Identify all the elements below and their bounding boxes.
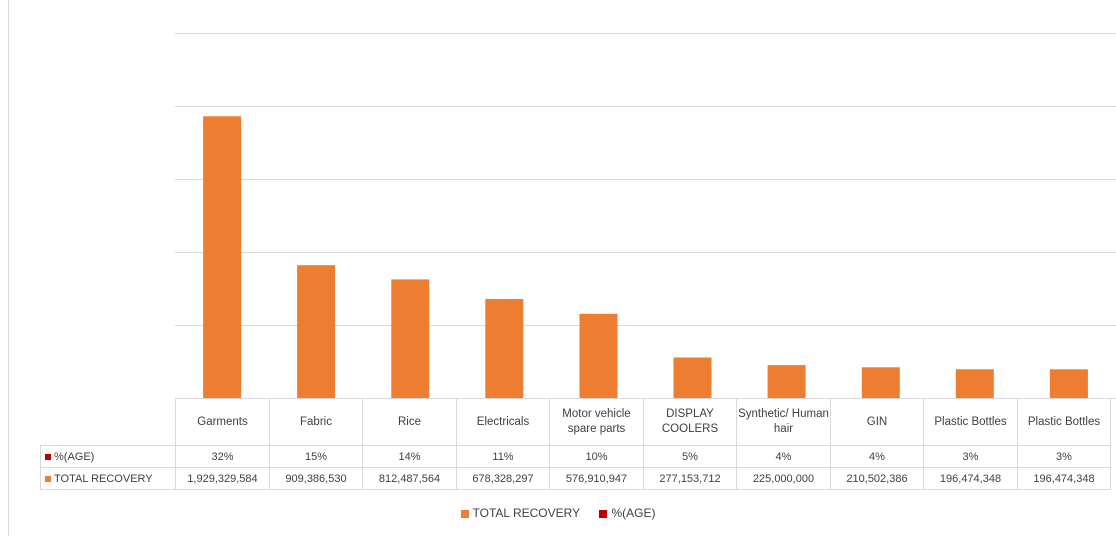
category-label: Plastic Bottles (923, 398, 1018, 446)
bar-total-recovery (297, 265, 336, 398)
table-cell: 210,502,386 (830, 467, 924, 490)
data-table: Garments Fabric Rice Electricals Motor v… (40, 398, 1111, 490)
category-label: Rice (362, 398, 457, 446)
bar-total-recovery (1049, 369, 1088, 398)
row-label-percentage: %(AGE) (40, 445, 176, 468)
bar-total-recovery (861, 367, 900, 398)
category-label: GIN (830, 398, 924, 446)
row-label-text: %(AGE) (54, 450, 95, 463)
legend-swatch (599, 509, 608, 518)
table-row-percentage: %(AGE) 32% 15% 14% 11% 10% 5% 4% 4% 3% 3… (40, 445, 1111, 468)
table-cell: 225,000,000 (736, 467, 831, 490)
category-label: Motor vehicle spare parts (549, 398, 644, 446)
legend-label: %(AGE) (611, 506, 656, 520)
percentage-swatch (45, 453, 51, 460)
category-label: DISPLAY COOLERS (643, 398, 737, 446)
chart-legend: TOTAL RECOVERY %(AGE) (0, 506, 1116, 520)
table-cell: 812,487,564 (362, 467, 457, 490)
legend-swatch (460, 509, 469, 518)
row-label-text: TOTAL RECOVERY (54, 472, 153, 485)
table-cell: 678,328,297 (456, 467, 550, 490)
bar-total-recovery (767, 365, 806, 398)
table-header-row: Garments Fabric Rice Electricals Motor v… (40, 398, 1111, 446)
total-recovery-swatch (45, 475, 51, 482)
table-cell: 5% (643, 445, 737, 468)
table-cell: 4% (830, 445, 924, 468)
table-cell: 576,910,947 (549, 467, 644, 490)
table-cell: 196,474,348 (1017, 467, 1111, 490)
bar-total-recovery (955, 369, 994, 398)
legend-item-percentage: %(AGE) (599, 506, 655, 520)
table-cell: 14% (362, 445, 457, 468)
table-row-total-recovery: TOTAL RECOVERY 1,929,329,584 909,386,530… (40, 467, 1111, 490)
table-cell: 15% (269, 445, 363, 468)
category-label: Fabric (269, 398, 363, 446)
table-corner-cell (40, 398, 176, 446)
category-label: Plastic Bottles (1017, 398, 1111, 446)
table-cell: 3% (923, 445, 1018, 468)
table-cell: 277,153,712 (643, 467, 737, 490)
table-cell: 3% (1017, 445, 1111, 468)
bar-total-recovery (203, 116, 242, 399)
table-cell: 11% (456, 445, 550, 468)
table-cell: 10% (549, 445, 644, 468)
table-cell: 1,929,329,584 (175, 467, 270, 490)
bar-total-recovery (485, 299, 524, 398)
bar-total-recovery (673, 357, 712, 398)
category-label: Garments (175, 398, 270, 446)
table-cell: 909,386,530 (269, 467, 363, 490)
table-cell: 4% (736, 445, 831, 468)
bar-total-recovery (579, 313, 618, 398)
legend-item-total-recovery: TOTAL RECOVERY (460, 506, 581, 520)
row-label-total-recovery: TOTAL RECOVERY (40, 467, 176, 490)
bar-total-recovery (391, 279, 430, 398)
left-border-line (8, 0, 9, 536)
category-label: Synthetic/ Human hair (736, 398, 831, 446)
legend-label: TOTAL RECOVERY (472, 506, 581, 520)
table-cell: 32% (175, 445, 270, 468)
table-cell: 196,474,348 (923, 467, 1018, 490)
bars (203, 116, 1088, 399)
category-label: Electricals (456, 398, 550, 446)
